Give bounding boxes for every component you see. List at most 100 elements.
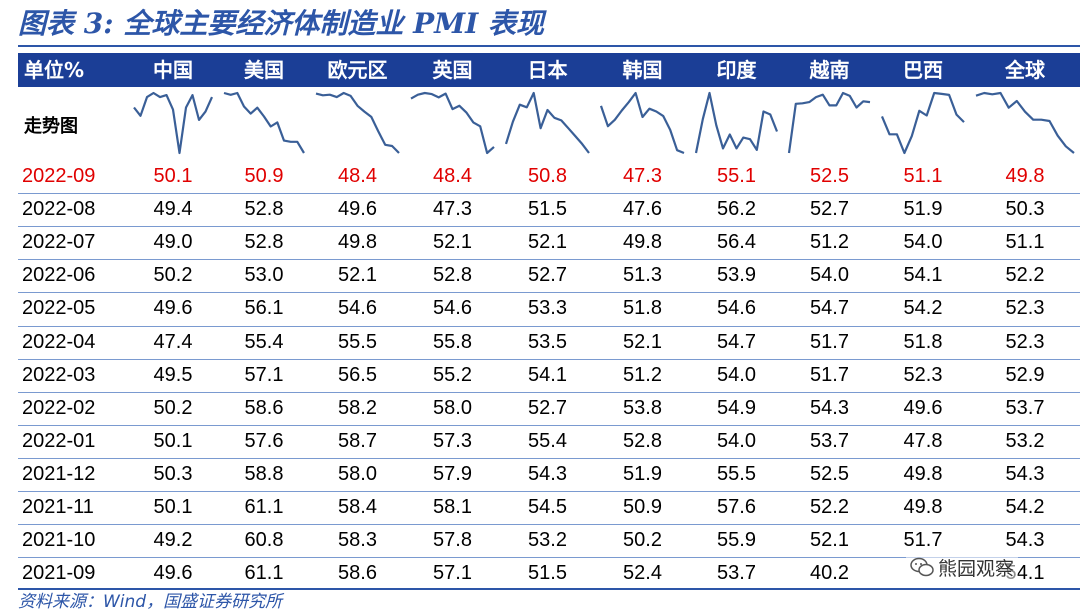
table-cell: 49.4: [153, 198, 193, 221]
table-cell: 52.7: [810, 198, 849, 221]
table-cell: 55.4: [244, 330, 284, 353]
table-cell: 54.5: [528, 496, 567, 518]
table-cell: 58.0: [338, 462, 377, 485]
table-cell: 58.8: [244, 462, 284, 485]
table-cell: 52.8: [244, 231, 284, 254]
table-cell: 49.5: [153, 363, 193, 386]
table-header-bar: [18, 53, 1080, 87]
table-cell: 54.0: [903, 231, 943, 254]
table-cell: 57.1: [244, 363, 284, 386]
table-cell: 49.0: [153, 231, 193, 254]
table-cell: 53.7: [1005, 396, 1045, 419]
table-cell: 49.8: [903, 462, 943, 485]
table-cell: 58.2: [338, 396, 377, 419]
table-bottom-rule: [18, 588, 1080, 590]
column-header: 日本: [527, 58, 568, 82]
table-cell: 48.4: [433, 165, 472, 187]
sparkline-line: [410, 91, 495, 155]
table-cell: 52.1: [433, 231, 472, 254]
table-cell: 51.5: [528, 562, 567, 585]
table-cell: 50.2: [153, 264, 193, 287]
sparkline-9: [975, 91, 1075, 154]
table-cell: 55.9: [717, 529, 756, 552]
row-date: 2022-08: [22, 198, 96, 221]
table-cell: 49.6: [903, 396, 943, 419]
table-cell: 51.7: [810, 363, 849, 386]
sparkline-7: [787, 91, 871, 154]
table-cell: 49.8: [903, 496, 943, 518]
table-cell: 49.8: [623, 231, 662, 254]
page-title: 图表 3: 全球主要经济体制造业 PMI 表现: [18, 7, 544, 40]
table-cell: 49.8: [338, 231, 377, 254]
column-header: 欧元区: [327, 58, 388, 82]
table-cell: 54.0: [717, 429, 756, 452]
table-cell: 54.3: [528, 462, 567, 485]
column-header: 中国: [153, 58, 193, 82]
table-cell: 57.6: [717, 496, 756, 518]
table-cell: 57.1: [433, 562, 472, 585]
row-date: 2022-09: [22, 165, 96, 187]
row-date: 2022-02: [22, 396, 96, 419]
table-cell: 54.7: [810, 297, 849, 320]
table-cell: 57.9: [433, 462, 472, 485]
table-cell: 51.2: [810, 231, 849, 254]
table-cell: 47.6: [623, 198, 662, 221]
column-header: 全球: [1005, 58, 1045, 82]
sparkline-line: [223, 91, 305, 154]
sparkline-6: [694, 91, 779, 154]
table-cell: 52.9: [1005, 363, 1045, 386]
table-cell: 52.8: [623, 429, 662, 452]
row-divider: [18, 524, 1080, 525]
table-cell: 54.3: [810, 396, 849, 419]
table-cell: 50.2: [623, 529, 662, 552]
row-divider: [18, 359, 1080, 360]
column-header: 美国: [244, 58, 284, 82]
table-cell: 51.8: [903, 330, 943, 353]
table-cell: 48.4: [338, 165, 377, 187]
column-header: 韩国: [622, 58, 663, 82]
column-header: 英国: [432, 58, 473, 82]
row-date: 2021-11: [22, 496, 94, 518]
column-header: 越南: [809, 58, 850, 82]
table-cell: 54.3: [1005, 462, 1045, 485]
row-date: 2022-04: [22, 330, 96, 353]
table-cell: 53.8: [623, 396, 662, 419]
table-cell: 54.2: [903, 297, 943, 320]
table-cell: 50.9: [244, 165, 284, 187]
table-cell: 58.4: [338, 496, 377, 518]
sparkline-line: [599, 91, 685, 155]
table-cell: 52.3: [903, 363, 943, 386]
table-cell: 51.1: [1005, 231, 1045, 254]
sparkline-line: [133, 91, 214, 155]
column-header: 印度: [716, 58, 757, 82]
table-cell: 58.6: [338, 562, 377, 585]
row-date: 2022-07: [22, 231, 96, 254]
row-divider: [18, 193, 1080, 194]
table-cell: 55.4: [528, 429, 567, 452]
table-cell: 53.3: [528, 297, 567, 320]
sparkline-line: [880, 91, 965, 155]
table-cell: 51.9: [623, 462, 662, 485]
table-cell: 52.5: [810, 165, 849, 187]
watermark-text: 熊园观察: [938, 557, 1015, 580]
trend-row-label: 走势图: [24, 116, 78, 137]
table-cell: 53.7: [717, 562, 756, 585]
row-divider: [18, 226, 1080, 227]
table-cell: 51.3: [623, 264, 662, 287]
row-date: 2022-06: [22, 264, 96, 287]
table-cell: 52.3: [1005, 330, 1045, 353]
row-date: 2022-03: [22, 363, 96, 386]
table-cell: 51.8: [623, 297, 662, 320]
table-cell: 57.8: [433, 529, 472, 552]
table-cell: 58.1: [433, 496, 472, 518]
table-cell: 54.9: [717, 396, 756, 419]
table-cell: 52.1: [810, 529, 849, 552]
sparkline-8: [880, 91, 965, 155]
sparkline-1: [223, 91, 305, 154]
table-cell: 47.3: [433, 198, 472, 221]
table-cell: 51.5: [528, 198, 567, 221]
table-cell: 49.6: [153, 562, 193, 585]
table-cell: 50.1: [153, 165, 193, 187]
table-cell: 54.6: [338, 297, 377, 320]
sparkline-3: [410, 91, 495, 155]
